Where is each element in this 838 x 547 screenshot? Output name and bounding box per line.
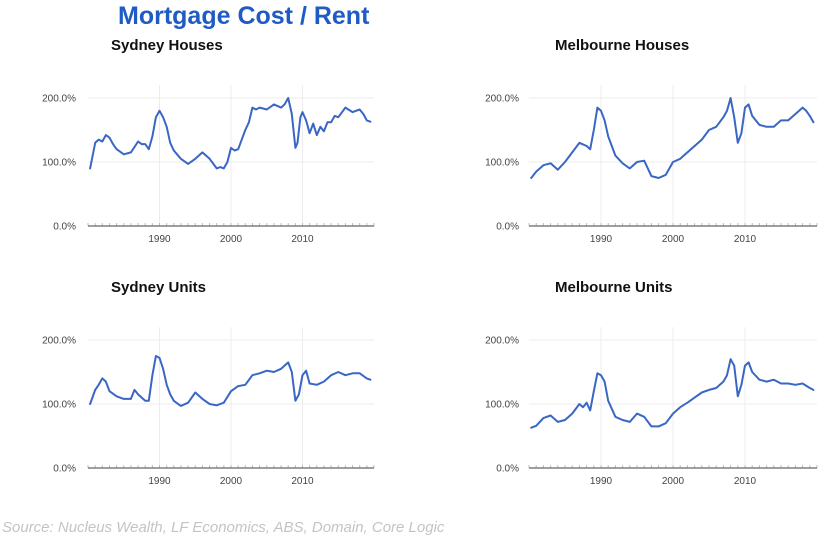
x-tick-label: 2010: [291, 476, 314, 487]
x-tick-label: 1990: [148, 476, 171, 487]
y-tick-label: 0.0%: [53, 464, 76, 475]
source-note: Source: Nucleus Wealth, LF Economics, AB…: [2, 519, 445, 536]
chart-title: Sydney Units: [111, 279, 206, 296]
x-tick-label: 2010: [291, 234, 314, 245]
x-tick-label: 1990: [148, 234, 171, 245]
y-tick-label: 200.0%: [42, 336, 76, 347]
y-tick-label: 0.0%: [53, 222, 76, 233]
chart-title: Sydney Houses: [111, 37, 223, 54]
y-tick-label: 0.0%: [496, 222, 519, 233]
x-tick-label: 2000: [662, 234, 685, 245]
y-tick-label: 200.0%: [485, 94, 519, 105]
x-tick-label: 1990: [590, 476, 613, 487]
chart-title: Melbourne Houses: [555, 37, 689, 54]
x-tick-label: 1990: [590, 234, 613, 245]
series-line: [530, 358, 815, 429]
y-tick-label: 100.0%: [42, 158, 76, 169]
y-tick-label: 200.0%: [485, 336, 519, 347]
x-tick-label: 2000: [662, 476, 685, 487]
y-tick-label: 0.0%: [496, 464, 519, 475]
series-line: [89, 355, 372, 407]
x-tick-label: 2000: [220, 476, 243, 487]
y-tick-label: 100.0%: [485, 400, 519, 411]
x-tick-label: 2010: [734, 234, 757, 245]
chart-title: Melbourne Units: [555, 279, 673, 296]
main-title: Mortgage Cost / Rent: [118, 2, 370, 30]
y-tick-label: 100.0%: [485, 158, 519, 169]
series-line: [89, 97, 372, 170]
y-tick-label: 100.0%: [42, 400, 76, 411]
series-line: [530, 97, 815, 179]
x-tick-label: 2000: [220, 234, 243, 245]
y-tick-label: 200.0%: [42, 94, 76, 105]
x-tick-label: 2010: [734, 476, 757, 487]
